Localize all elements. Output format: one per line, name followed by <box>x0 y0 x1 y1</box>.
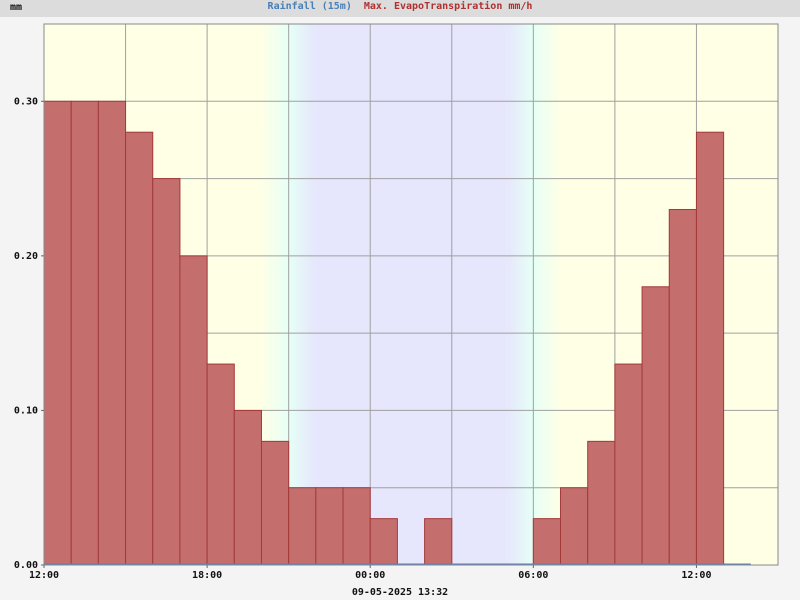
x-tick-labels: 12:00 18:00 00:00 06:00 12:00 <box>29 565 711 581</box>
bar <box>641 286 670 566</box>
x-tick-label: 00:00 <box>355 570 385 581</box>
bar <box>668 208 697 566</box>
x-tick-label: 06:00 <box>518 570 548 581</box>
bar <box>587 440 616 566</box>
bar <box>179 255 208 566</box>
y-unit-label: mm <box>10 2 22 13</box>
plot-frame <box>43 23 779 566</box>
bar <box>206 363 235 566</box>
bar <box>152 178 181 566</box>
y-tick-label: 0.00 <box>14 560 38 571</box>
bar <box>125 131 154 566</box>
rain-title: Rainfall (15m) <box>268 0 352 12</box>
y-tick-label: 0.10 <box>14 405 38 416</box>
bar <box>233 409 262 566</box>
x-tick-label: 18:00 <box>192 570 222 581</box>
bar <box>532 518 562 566</box>
bar <box>43 100 72 566</box>
bar <box>424 518 453 566</box>
bar <box>260 440 290 566</box>
et-title: Max. EvapoTranspiration mm/h <box>364 0 533 12</box>
chart-title: Rainfall (15m) Max. EvapoTranspiration m… <box>268 0 533 12</box>
bar <box>560 487 589 566</box>
bar <box>70 100 99 566</box>
night-shading <box>315 24 507 565</box>
header-bar <box>0 0 800 17</box>
bars-group <box>43 100 751 566</box>
axes <box>43 23 779 566</box>
y-tick-labels: 0.00 0.10 0.20 0.30 <box>14 96 44 571</box>
bar <box>288 487 317 566</box>
y-tick-label: 0.20 <box>14 251 38 262</box>
bar <box>695 131 725 566</box>
y-tick-label: 0.30 <box>14 96 38 107</box>
bar <box>342 487 371 566</box>
bar <box>315 487 344 566</box>
footer-timestamp: 09-05-2025 13:32 <box>352 587 448 598</box>
x-tick-label: 12:00 <box>29 570 59 581</box>
bar <box>369 518 398 566</box>
x-tick-label: 12:00 <box>681 570 711 581</box>
bar <box>97 100 127 566</box>
bar <box>614 363 643 566</box>
